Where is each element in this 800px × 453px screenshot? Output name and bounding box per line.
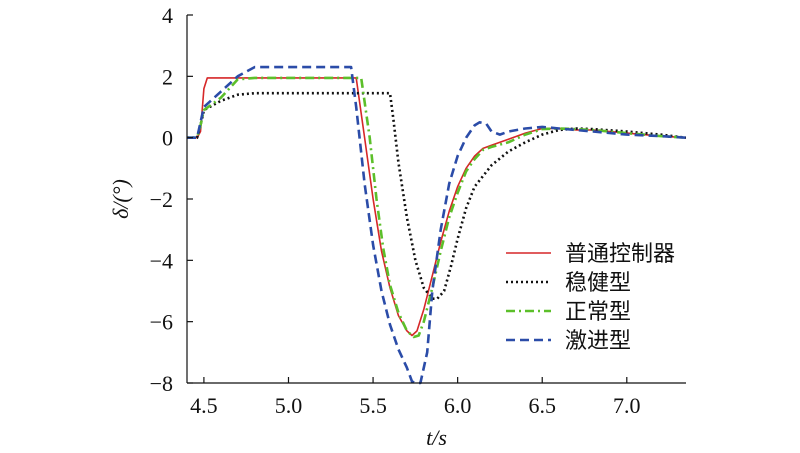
x-tick-label: 4.5: [190, 393, 218, 418]
y-tick-label: −4: [150, 248, 173, 273]
legend-label-2: 稳健型: [565, 271, 631, 296]
x-tick-label: 5.5: [359, 393, 387, 418]
y-axis-label: δ/(°): [108, 179, 133, 219]
x-tick-label: 6.0: [444, 393, 472, 418]
y-tick-label: −6: [150, 310, 173, 335]
series-line-1: [187, 77, 686, 337]
series-layer: [187, 65, 686, 385]
series-line-3: [187, 76, 686, 339]
series-line-2: [187, 91, 686, 300]
y-tick-label: −2: [150, 187, 173, 212]
y-tick-label: −8: [150, 371, 173, 396]
series-line-4: [187, 65, 686, 385]
y-tick-label: 0: [162, 126, 173, 151]
legend-label-3: 正常型: [565, 300, 631, 325]
axes: [186, 14, 686, 384]
x-tick-label: 6.5: [528, 393, 556, 418]
tick-labels: 4.5 5.0 5.5 6.0 6.5 7.0 4 2 0 −2 −4 −6 −8: [150, 3, 641, 418]
y-tick-label: 2: [162, 64, 173, 89]
x-tick-label: 7.0: [613, 393, 641, 418]
y-tick-label: 4: [162, 3, 173, 28]
legend-label-4: 激进型: [565, 329, 631, 354]
x-tick-label: 5.0: [275, 393, 303, 418]
legend-label-1: 普通控制器: [565, 242, 675, 267]
x-axis-label: t/s: [426, 425, 447, 450]
